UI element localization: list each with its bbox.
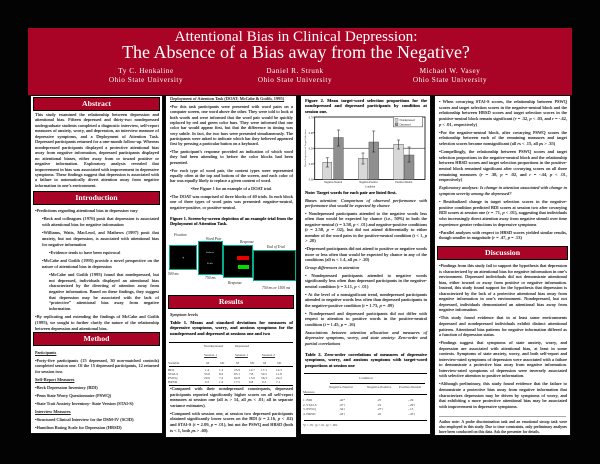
svg-text:Nondepressed: Nondepressed <box>400 119 416 122</box>
svg-text:Mean Proportion of Target Sele: Mean Proportion of Target Selections <box>304 129 307 167</box>
svg-text:0.40: 0.40 <box>309 163 314 166</box>
svg-text:0.60: 0.60 <box>309 132 314 135</box>
svg-text:Negative-Positive: Negative-Positive <box>359 181 378 184</box>
svg-text:0.30: 0.30 <box>309 179 314 182</box>
svg-text:Condition: Condition <box>365 186 376 189</box>
svg-text:0.50: 0.50 <box>309 148 314 151</box>
svg-text:Depressed: Depressed <box>400 124 412 127</box>
svg-text:Negative-Neutral: Negative-Neutral <box>324 181 342 184</box>
svg-text:0.70: 0.70 <box>309 116 314 119</box>
svg-text:Positive-Neutral: Positive-Neutral <box>395 181 412 184</box>
